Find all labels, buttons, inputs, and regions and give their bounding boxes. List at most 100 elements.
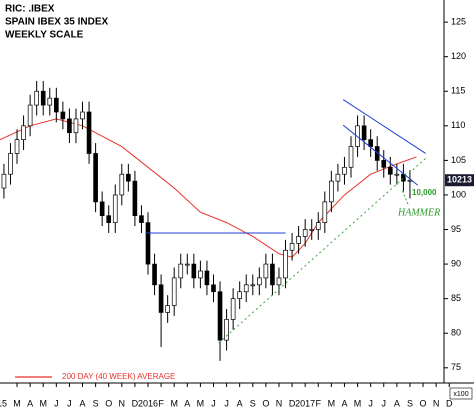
candle-body bbox=[152, 263, 157, 286]
y-tick-label: 110 bbox=[451, 120, 465, 130]
x-tick-label: J bbox=[224, 398, 229, 408]
candle-body bbox=[230, 298, 236, 320]
candle-body bbox=[283, 249, 288, 279]
y-tick-label: 100 bbox=[451, 189, 466, 199]
candle-body bbox=[296, 236, 301, 244]
candle-body bbox=[342, 166, 347, 175]
x-tick-label: M bbox=[13, 398, 21, 408]
y-tick-label: 75 bbox=[451, 362, 461, 372]
candle-body bbox=[99, 201, 105, 217]
x-tick-label: M bbox=[197, 398, 205, 408]
candle-body bbox=[322, 201, 328, 223]
candle-body bbox=[224, 319, 229, 341]
x-tick-label: M bbox=[328, 398, 336, 408]
x-tick-label: N bbox=[433, 398, 440, 408]
candle-body bbox=[40, 90, 46, 106]
x-tick-label: S bbox=[93, 398, 99, 408]
y-tick-label: 125 bbox=[451, 16, 466, 26]
candle-body bbox=[198, 270, 203, 279]
candle-body bbox=[126, 173, 131, 182]
candle-body bbox=[263, 263, 269, 279]
candle-body bbox=[178, 263, 184, 279]
x-tick-label: N bbox=[276, 398, 283, 408]
candle-body bbox=[1, 173, 7, 189]
candle-body bbox=[14, 139, 20, 154]
candle-body bbox=[387, 166, 393, 175]
x-tick-label: A bbox=[394, 398, 400, 408]
candle-body bbox=[47, 97, 53, 106]
candle-body bbox=[217, 291, 223, 341]
candle-body bbox=[184, 263, 190, 266]
y-tick-label: 95 bbox=[451, 224, 461, 234]
hammer-arrow bbox=[401, 189, 409, 205]
x-tick-label: N bbox=[119, 398, 126, 408]
candle-body bbox=[309, 229, 315, 231]
chart-title: RIC: .IBEX bbox=[5, 4, 55, 15]
trend-line bbox=[342, 99, 426, 154]
x-tick-label: S bbox=[407, 398, 413, 408]
trend-line bbox=[342, 124, 419, 186]
candle-body bbox=[335, 173, 341, 182]
candle-body bbox=[67, 118, 72, 134]
x-tick-label: J bbox=[211, 398, 216, 408]
candle-body bbox=[348, 146, 354, 168]
level-annotation: 10,000 bbox=[412, 188, 437, 197]
y-tick-label: 80 bbox=[451, 328, 461, 338]
x-tick-label: S bbox=[250, 398, 256, 408]
candle-body bbox=[54, 97, 59, 113]
y-tick-label: 90 bbox=[451, 258, 461, 268]
x-tick-label: A bbox=[27, 398, 33, 408]
pattern-annotation: HAMMER bbox=[397, 207, 440, 218]
candle-body bbox=[374, 146, 380, 161]
scale-note: WEEKLY SCALE bbox=[5, 30, 84, 41]
candle-body bbox=[60, 111, 66, 120]
candle-body bbox=[191, 263, 197, 279]
x-tick-label: 2017 bbox=[295, 398, 315, 408]
last-price-box bbox=[445, 174, 474, 187]
candle-body bbox=[329, 180, 334, 203]
x-tick-label: A bbox=[237, 398, 243, 408]
x-tick-label: M bbox=[39, 398, 47, 408]
candle-body bbox=[86, 111, 92, 154]
legend-label: 200 DAY (40 WEEK) AVERAGE bbox=[62, 372, 175, 381]
candle-body bbox=[270, 263, 275, 286]
candle-body bbox=[73, 118, 79, 134]
candle-body bbox=[368, 139, 373, 147]
x-tick-label: 2015 bbox=[0, 398, 7, 408]
x-tick-label: J bbox=[67, 398, 72, 408]
x-tick-label: M bbox=[354, 398, 362, 408]
candle-body bbox=[112, 194, 118, 223]
x-tick-label: J bbox=[368, 398, 373, 408]
candle-body bbox=[165, 305, 170, 313]
candle-body bbox=[27, 104, 33, 127]
unit-note: x100 bbox=[453, 391, 468, 398]
candle-body bbox=[8, 153, 13, 175]
candle-body bbox=[381, 160, 387, 168]
candle-body bbox=[145, 222, 151, 265]
candle-body bbox=[211, 284, 216, 293]
candle-body bbox=[250, 284, 256, 287]
y-tick-label: 120 bbox=[451, 51, 466, 61]
y-tick-label: 105 bbox=[451, 155, 466, 165]
trend-line bbox=[218, 157, 426, 344]
x-tick-label: A bbox=[80, 398, 86, 408]
last-price-label: 10213 bbox=[447, 175, 472, 185]
chart-subtitle: SPAIN IBEX 35 INDEX bbox=[5, 17, 109, 28]
x-tick-label: D bbox=[132, 398, 139, 408]
x-tick-label: O bbox=[420, 398, 427, 408]
x-tick-label: F bbox=[316, 398, 322, 408]
candle-body bbox=[302, 229, 308, 237]
unit-box bbox=[449, 387, 473, 400]
candle-body bbox=[276, 277, 282, 286]
y-tick-label: 115 bbox=[451, 86, 465, 96]
candle-body bbox=[80, 111, 85, 120]
candle-body bbox=[21, 125, 26, 140]
x-tick-label: J bbox=[54, 398, 59, 408]
x-tick-label: F bbox=[158, 398, 164, 408]
x-tick-label: M bbox=[170, 398, 178, 408]
candle-body bbox=[34, 90, 39, 106]
x-tick-label: 2016 bbox=[138, 398, 158, 408]
candle-body bbox=[257, 277, 262, 286]
candle-body bbox=[132, 180, 138, 217]
